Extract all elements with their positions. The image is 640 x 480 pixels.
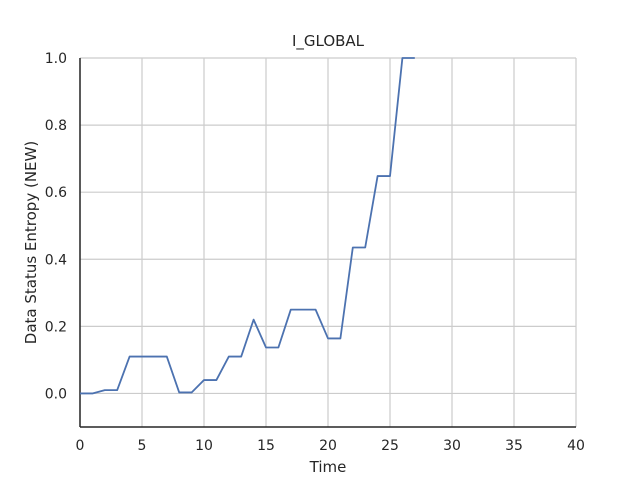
x-tick-label: 40	[567, 438, 585, 454]
y-tick-label: 0.8	[45, 118, 67, 134]
y-tick-label: 0.6	[45, 185, 67, 201]
y-axis-ticks: 0.0 0.2 0.4 0.6 0.8 1.0	[45, 51, 67, 402]
axes	[79, 58, 576, 428]
y-tick-label: 0.2	[45, 319, 67, 335]
x-tick-label: 35	[505, 438, 523, 454]
x-tick-label: 20	[319, 438, 337, 454]
x-axis-ticks: 0 5 10 15 20 25 30 35 40	[76, 438, 585, 454]
x-tick-label: 10	[195, 438, 213, 454]
grid	[79, 57, 577, 427]
y-tick-label: 0.0	[45, 386, 67, 402]
y-axis-label: Data Status Entropy (NEW)	[22, 141, 40, 344]
x-tick-label: 25	[381, 438, 399, 454]
series-layer	[80, 57, 415, 395]
x-tick-label: 5	[138, 438, 147, 454]
series-line	[80, 57, 415, 395]
x-axis-label: Time	[309, 458, 347, 476]
x-tick-label: 0	[76, 438, 85, 454]
y-tick-label: 1.0	[45, 51, 67, 67]
x-tick-label: 15	[257, 438, 275, 454]
x-tick-label: 30	[443, 438, 461, 454]
y-tick-label: 0.4	[45, 252, 67, 268]
chart-title: I_GLOBAL	[292, 32, 365, 51]
